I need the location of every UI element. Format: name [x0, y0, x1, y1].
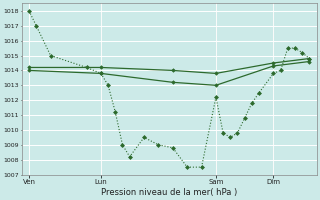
X-axis label: Pression niveau de la mer( hPa ): Pression niveau de la mer( hPa ) [101, 188, 237, 197]
